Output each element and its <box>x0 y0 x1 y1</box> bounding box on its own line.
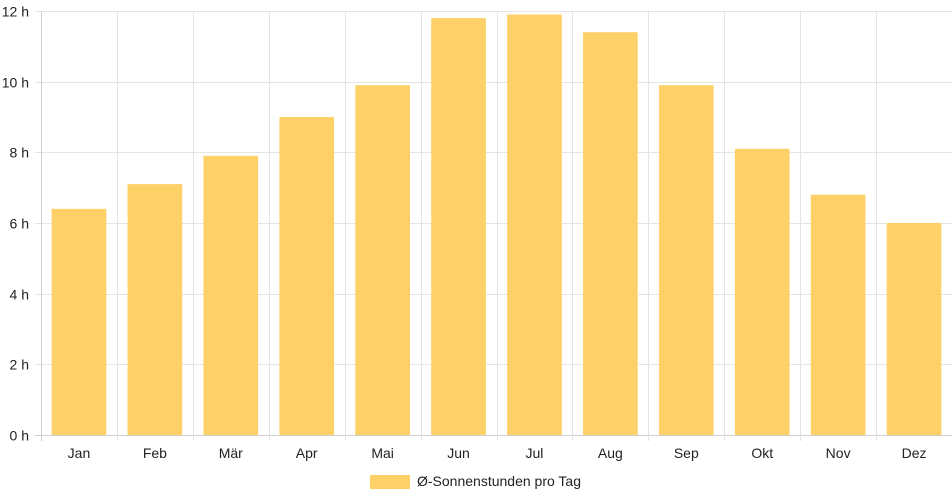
x-tick-label: Jun <box>447 445 470 461</box>
x-axis: Jan Feb Mär Apr Mai Jun Jul Aug Sep Okt Nov Dez <box>68 445 927 461</box>
y-tick-label: 2 h <box>10 357 29 373</box>
y-tick-label: 6 h <box>10 216 29 232</box>
x-tick-label: Okt <box>751 445 773 461</box>
y-tick-label: 4 h <box>10 287 29 303</box>
bar-sep[interactable] <box>658 85 714 435</box>
x-tick-label: Feb <box>143 445 167 461</box>
x-tick-label: Aug <box>598 445 623 461</box>
y-tick-label: 0 h <box>10 428 29 444</box>
x-tick-label: Mai <box>371 445 394 461</box>
legend[interactable]: Ø-Sonnenstunden pro Tag <box>370 473 581 489</box>
bar-feb[interactable] <box>127 184 183 435</box>
y-tick-label: 8 h <box>10 145 29 161</box>
bar-dez[interactable] <box>886 223 942 435</box>
x-tick-label: Jan <box>68 445 91 461</box>
y-tick-label: 12 h <box>2 4 29 20</box>
bar-jul[interactable] <box>507 14 562 436</box>
x-tick-label: Dez <box>902 445 927 461</box>
y-axis: 0 h 2 h 4 h 6 h 8 h 10 h 12 h <box>2 4 29 444</box>
y-tick-label: 10 h <box>2 75 29 91</box>
x-tick-label: Mär <box>219 445 243 461</box>
bar-nov[interactable] <box>810 194 866 435</box>
grid <box>35 11 952 441</box>
bar-aug[interactable] <box>583 32 638 435</box>
legend-label: Ø-Sonnenstunden pro Tag <box>417 473 581 489</box>
x-tick-label: Sep <box>674 445 699 461</box>
bar-jun[interactable] <box>431 18 486 436</box>
legend-swatch <box>370 475 410 489</box>
x-tick-label: Nov <box>826 445 851 461</box>
bars <box>51 14 942 436</box>
bar-okt[interactable] <box>734 148 790 436</box>
bar-jan[interactable] <box>51 208 107 435</box>
x-tick-label: Apr <box>296 445 318 461</box>
x-tick-label: Jul <box>526 445 544 461</box>
bar-mai[interactable] <box>355 85 410 435</box>
bar-mär[interactable] <box>203 155 259 435</box>
bar-apr[interactable] <box>279 117 335 435</box>
